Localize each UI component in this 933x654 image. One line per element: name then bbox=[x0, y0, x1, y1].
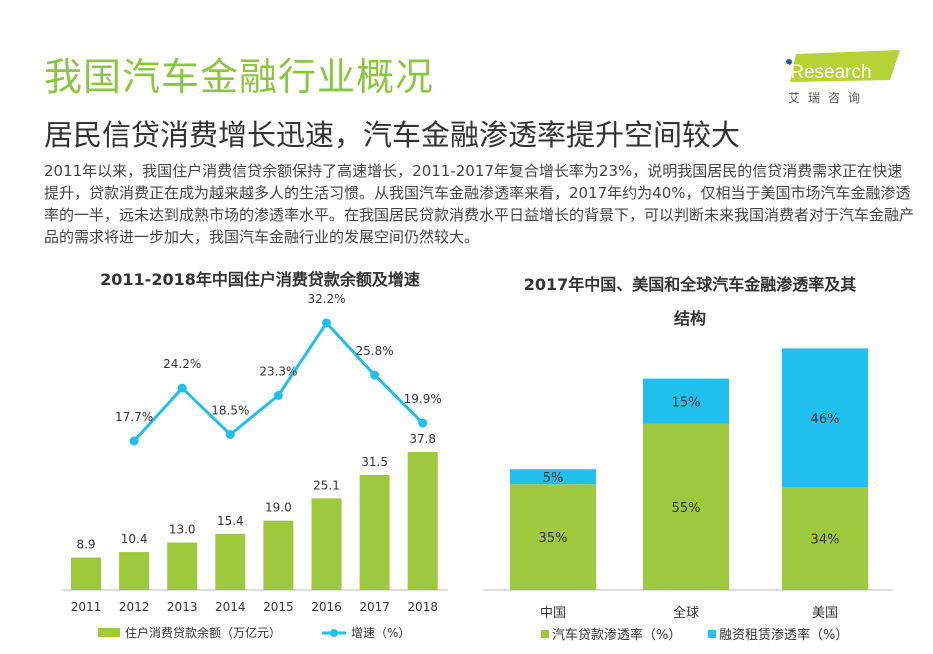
legend-lease-label: 融资租赁渗透率（%） bbox=[719, 627, 848, 643]
legend-lease-swatch bbox=[708, 630, 716, 638]
bar-label: 8.9 bbox=[76, 538, 95, 552]
bar-segment-lease bbox=[510, 469, 596, 485]
bar bbox=[215, 533, 246, 590]
bar-label: 10.4 bbox=[121, 532, 148, 546]
bar bbox=[263, 520, 294, 590]
bar-label: 15.4 bbox=[217, 514, 244, 528]
svg-text:艾瑞咨询: 艾瑞咨询 bbox=[788, 90, 868, 105]
growth-label: 17.7% bbox=[115, 410, 153, 424]
bar-label: 37.8 bbox=[409, 432, 436, 446]
growth-label: 23.3% bbox=[259, 364, 297, 378]
segment-label: 15% bbox=[672, 395, 701, 410]
legend-loan-label: 汽车贷款渗透率（%） bbox=[552, 627, 681, 643]
growth-point bbox=[418, 418, 428, 428]
bar-segment-loan bbox=[782, 487, 868, 590]
legend-bar-label: 住户消费贷款余额（万亿元） bbox=[125, 625, 281, 640]
bar bbox=[119, 552, 150, 590]
svg-text:iResearch: iResearch bbox=[786, 62, 872, 83]
x-tick-label: 全球 bbox=[673, 605, 699, 621]
bar bbox=[167, 542, 198, 590]
summary-paragraph: 2011年以来，我国住户消费信贷余额保持了高速增长，2011-2017年复合增长… bbox=[44, 162, 915, 246]
segment-label: 46% bbox=[811, 412, 840, 427]
growth-label: 18.5% bbox=[211, 403, 249, 417]
bar-segment-lease bbox=[643, 378, 729, 424]
segment-label: 34% bbox=[811, 533, 840, 548]
x-tick-label: 2016 bbox=[311, 600, 342, 614]
x-tick-label: 2015 bbox=[263, 600, 294, 614]
x-tick-label: 2011 bbox=[71, 600, 102, 614]
bar bbox=[407, 452, 438, 590]
growth-point bbox=[225, 429, 235, 439]
bar-segment-loan bbox=[643, 423, 729, 590]
legend-bar-swatch bbox=[98, 628, 120, 637]
bar-segment-loan bbox=[510, 484, 596, 590]
page-subtitle: 居民信贷消费增长迅速，汽车金融渗透率提升空间较大 bbox=[44, 118, 741, 152]
bar-label: 13.0 bbox=[169, 523, 196, 537]
x-tick-label: 2018 bbox=[407, 600, 438, 614]
segment-label: 5% bbox=[543, 471, 564, 486]
chart2-title: 2017年中国、美国和全球汽车金融渗透率及其结构 bbox=[523, 275, 857, 328]
bar-segment-lease bbox=[782, 348, 868, 488]
page-title: 我国汽车金融行业概况 bbox=[44, 55, 435, 99]
chart1-title: 2011-2018年中国住户消费贷款余额及增速 bbox=[100, 270, 420, 289]
x-tick-label: 2013 bbox=[167, 600, 198, 614]
segment-label: 55% bbox=[672, 501, 701, 516]
x-tick-label: 2014 bbox=[215, 600, 246, 614]
bar-label: 31.5 bbox=[361, 455, 388, 469]
bar bbox=[359, 475, 390, 590]
x-tick-label: 2017 bbox=[359, 600, 390, 614]
growth-point bbox=[273, 390, 283, 400]
legend-line-marker bbox=[330, 629, 338, 637]
x-tick-label: 中国 bbox=[540, 606, 566, 621]
growth-label: 19.9% bbox=[404, 392, 442, 406]
x-tick-label: 2012 bbox=[119, 600, 150, 614]
segment-label: 35% bbox=[539, 531, 568, 546]
growth-point bbox=[322, 318, 331, 328]
growth-point bbox=[370, 370, 380, 380]
legend-loan-swatch bbox=[541, 630, 549, 638]
growth-label: 24.2% bbox=[163, 357, 201, 371]
bar-label: 19.0 bbox=[265, 501, 292, 515]
bar-label: 25.1 bbox=[313, 478, 340, 492]
bar bbox=[311, 498, 342, 590]
x-tick-label: 美国 bbox=[812, 606, 838, 621]
bar bbox=[71, 557, 101, 590]
growth-point bbox=[177, 383, 187, 393]
iresearch-logo: iResearch 艾瑞咨询 bbox=[782, 50, 902, 110]
growth-label: 32.2% bbox=[307, 292, 345, 306]
growth-line bbox=[132, 320, 424, 443]
growth-label: 25.8% bbox=[356, 344, 394, 358]
legend-line-label: 增速（%） bbox=[351, 626, 410, 640]
growth-point bbox=[129, 436, 139, 446]
